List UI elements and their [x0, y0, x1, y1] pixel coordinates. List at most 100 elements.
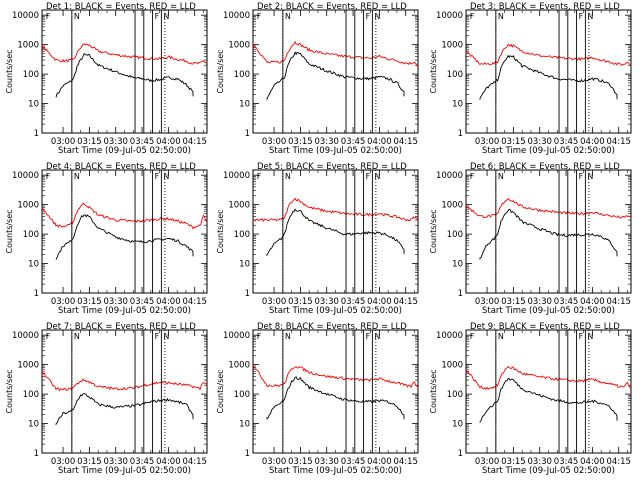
y-tick-label: 1000 — [17, 201, 39, 211]
x-axis-label: Start Time (09-Jul-05 02:50:00) — [269, 146, 402, 156]
y-tick-label: 10000 — [436, 171, 463, 181]
x-tick-label: 04:00 — [367, 457, 392, 467]
x-tick-label: 03:15 — [77, 297, 102, 307]
x-axis-label: Start Time (09-Jul-05 02:50:00) — [58, 146, 191, 156]
lld-series-line — [41, 202, 208, 230]
chart-title: Det 9: BLACK = Events, RED = LLD — [470, 322, 620, 332]
segment-label: F — [470, 172, 475, 181]
segment-label: F — [155, 172, 160, 181]
y-tick-label: 1000 — [441, 201, 463, 211]
events-series-line — [266, 208, 405, 256]
y-tick-label: 10 — [239, 420, 250, 430]
x-tick-label: 04:15 — [182, 457, 207, 467]
events-series-line — [479, 54, 618, 100]
lld-series-line — [41, 371, 208, 392]
x-tick-label: 03:30 — [527, 297, 552, 307]
x-tick-label: 03:00 — [475, 297, 500, 307]
x-tick-label: 04:15 — [606, 457, 631, 467]
events-series-line — [266, 376, 405, 420]
x-tick-label: 03:15 — [288, 297, 313, 307]
y-tick-label: 10000 — [223, 11, 250, 21]
segment-label: F — [257, 12, 262, 21]
x-tick-label: 03:00 — [262, 137, 287, 147]
y-axis-label: Counts/sec — [429, 49, 438, 93]
plot-frame — [252, 169, 419, 294]
x-axis-label: Start Time (09-Jul-05 02:50:00) — [482, 146, 615, 156]
segment-label: F — [366, 12, 371, 21]
y-tick-label: 1000 — [228, 361, 250, 371]
x-axis-label: Start Time (09-Jul-05 02:50:00) — [58, 466, 191, 476]
x-tick-label: 03:45 — [130, 137, 155, 147]
x-tick-label: 03:15 — [77, 137, 102, 147]
x-tick-label: 03:00 — [475, 457, 500, 467]
y-tick-label: 10000 — [12, 11, 39, 21]
y-tick-label: 1 — [245, 129, 250, 139]
segment-label: N — [285, 172, 291, 181]
chart-panel-8: Det 8: BLACK = Events, RED = LLD 1 10 100 10… — [216, 322, 419, 476]
x-tick-label: 04:00 — [156, 137, 181, 147]
y-tick-label: 1 — [245, 289, 250, 299]
x-tick-label: 04:15 — [182, 297, 207, 307]
segment-label: N — [498, 332, 504, 341]
segment-label: N — [74, 12, 80, 21]
segment-label: F — [579, 172, 584, 181]
segment-label: N — [374, 172, 380, 181]
y-tick-label: 1 — [458, 129, 463, 139]
segment-label: F — [155, 332, 160, 341]
chart-panel-9: Det 9: BLACK = Events, RED = LLD 1 10 100 10… — [429, 322, 632, 476]
y-axis-label: Counts/sec — [5, 209, 14, 253]
segment-label: N — [74, 332, 80, 341]
lld-series-line — [465, 365, 632, 391]
x-tick-label: 03:30 — [527, 457, 552, 467]
chart-title: Det 4: BLACK = Events, RED = LLD — [46, 162, 196, 172]
lld-series-line — [41, 43, 208, 65]
y-tick-label: 1 — [245, 449, 250, 459]
y-axis-label: Counts/sec — [429, 369, 438, 413]
x-tick-label: 03:15 — [501, 297, 526, 307]
x-tick-label: 03:30 — [103, 137, 128, 147]
segment-label: F — [46, 332, 51, 341]
x-tick-label: 03:45 — [554, 297, 579, 307]
x-tick-label: 04:00 — [580, 137, 605, 147]
x-axis-label: Start Time (09-Jul-05 02:50:00) — [482, 466, 615, 476]
lld-series-line — [252, 364, 419, 389]
chart-title: Det 2: BLACK = Events, RED = LLD — [257, 2, 407, 12]
x-tick-label: 03:45 — [554, 137, 579, 147]
plot-frame — [41, 169, 208, 294]
y-tick-label: 10 — [452, 100, 463, 110]
segment-label: N — [374, 12, 380, 21]
chart-title: Det 3: BLACK = Events, RED = LLD — [470, 2, 620, 12]
x-tick-label: 04:15 — [393, 137, 418, 147]
y-axis-label: Counts/sec — [216, 49, 225, 93]
segment-label: F — [257, 332, 262, 341]
y-tick-label: 10000 — [436, 11, 463, 21]
segment-label: N — [285, 332, 291, 341]
segment-label: N — [163, 12, 169, 21]
segment-label: F — [579, 332, 584, 341]
x-tick-label: 03:15 — [77, 457, 102, 467]
segment-label: N — [498, 172, 504, 181]
segment-label: N — [587, 12, 593, 21]
segment-label: F — [155, 12, 160, 21]
segment-label: N — [587, 172, 593, 181]
x-axis-label: Start Time (09-Jul-05 02:50:00) — [58, 306, 191, 316]
y-tick-label: 10 — [28, 420, 39, 430]
x-axis-label: Start Time (09-Jul-05 02:50:00) — [269, 466, 402, 476]
y-tick-label: 1000 — [17, 361, 39, 371]
y-tick-label: 100 — [447, 230, 463, 240]
x-tick-label: 03:15 — [288, 137, 313, 147]
segment-label: F — [257, 172, 262, 181]
x-tick-label: 04:15 — [182, 137, 207, 147]
chart-title: Det 5: BLACK = Events, RED = LLD — [257, 162, 407, 172]
y-tick-label: 10000 — [12, 171, 39, 181]
x-tick-label: 03:45 — [554, 457, 579, 467]
x-tick-label: 03:15 — [288, 457, 313, 467]
segment-label: F — [366, 332, 371, 341]
x-tick-label: 04:15 — [393, 457, 418, 467]
chart-panel-2: Det 2: BLACK = Events, RED = LLD 1 10 100 10… — [216, 2, 419, 156]
plot-frame — [465, 329, 632, 454]
y-tick-label: 1000 — [228, 41, 250, 51]
x-tick-label: 03:30 — [103, 457, 128, 467]
y-tick-label: 100 — [234, 230, 250, 240]
